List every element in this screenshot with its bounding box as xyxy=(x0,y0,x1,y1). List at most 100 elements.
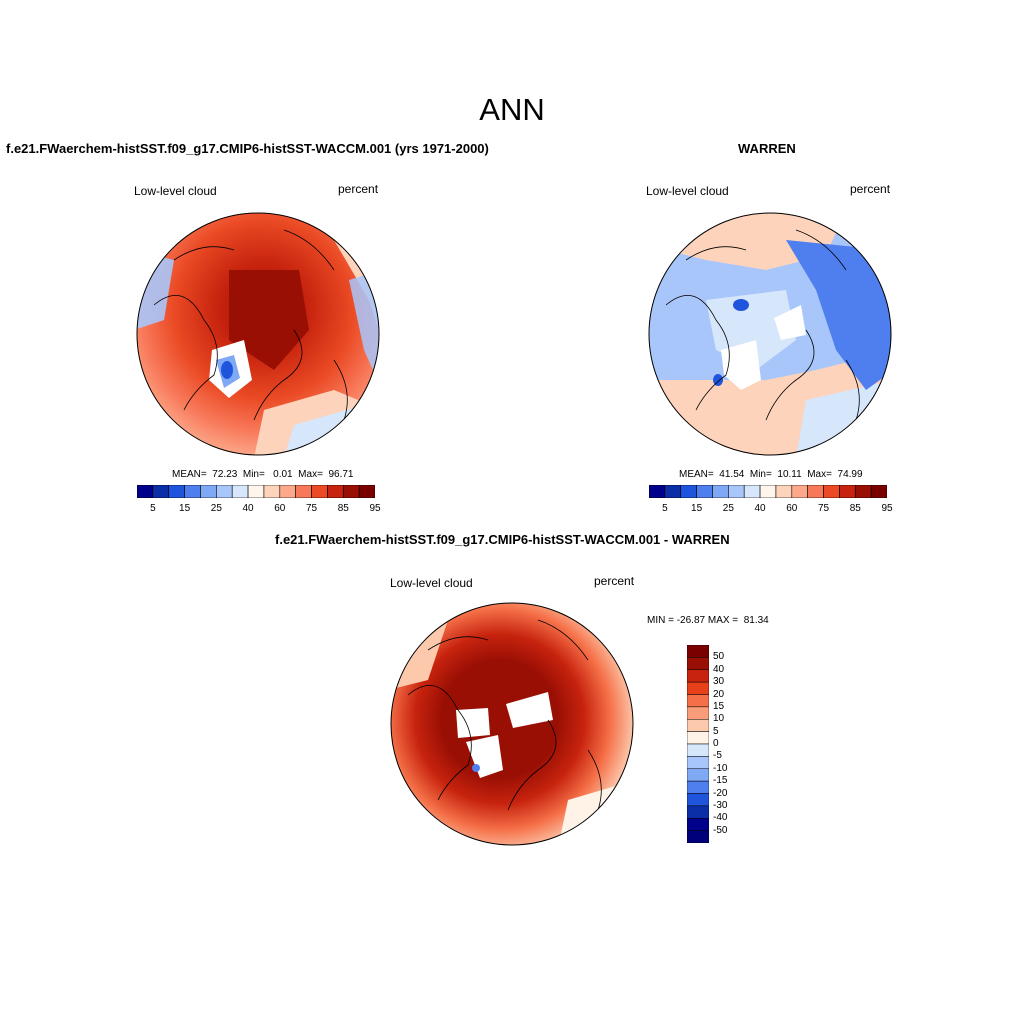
colorbar-tick-label: -40 xyxy=(713,812,728,824)
colorbar-tick-label: 75 xyxy=(817,503,830,514)
colorbar-tick-label: 60 xyxy=(786,503,798,514)
colorbar-tick-label: 25 xyxy=(722,503,734,514)
panel3-coastlines xyxy=(407,619,602,811)
colorbar-swatch xyxy=(743,485,761,498)
panel2-colorbar-ticks: 5 15 25 40 60 75 85 95 xyxy=(649,503,892,517)
panel3-pole-missing xyxy=(506,692,553,728)
panel2-pole-missing xyxy=(774,305,806,340)
colorbar-swatch xyxy=(168,485,185,498)
panel3-greenland-missing xyxy=(466,735,503,778)
colorbar-tick-label: 15 xyxy=(691,503,703,514)
colorbar-tick-label: 95 xyxy=(881,503,893,514)
colorbar-swatch xyxy=(649,485,666,498)
panel3-negative-spot xyxy=(472,764,480,772)
colorbar-swatch xyxy=(687,719,709,732)
colorbar-swatch xyxy=(279,485,296,498)
colorbar-swatch xyxy=(263,485,281,498)
colorbar-swatch xyxy=(687,743,709,757)
colorbar-tick-label: 25 xyxy=(210,503,222,514)
colorbar-swatch xyxy=(342,485,360,498)
colorbar-swatch xyxy=(687,681,709,695)
colorbar-tick-label: 15 xyxy=(179,503,191,514)
panel1-variable-label: Low-level cloud xyxy=(134,184,217,198)
colorbar-swatch xyxy=(687,645,709,658)
colorbar-swatch xyxy=(680,485,697,498)
panel1-units-label: percent xyxy=(338,182,379,196)
colorbar-swatch xyxy=(137,485,154,498)
colorbar-swatch xyxy=(216,485,233,498)
panel2-variable-label: Low-level cloud xyxy=(646,184,729,198)
colorbar-tick-label: 5 xyxy=(150,503,156,514)
colorbar-swatch xyxy=(327,485,344,498)
colorbar-swatch xyxy=(687,694,709,708)
colorbar-tick-label: 20 xyxy=(713,688,725,700)
panel1-high-cloud-core xyxy=(229,270,309,370)
panel3-missing-block xyxy=(456,708,490,738)
panel3-colorbar xyxy=(687,645,709,843)
colorbar-swatch xyxy=(687,768,709,782)
colorbar-swatch xyxy=(823,485,840,498)
main-title: ANN xyxy=(479,92,545,127)
colorbar-swatch xyxy=(759,485,777,498)
colorbar-tick-label: -10 xyxy=(713,762,728,774)
colorbar-tick-label: 60 xyxy=(274,503,286,514)
colorbar-swatch xyxy=(152,485,170,498)
panel3-stats: MIN = -26.87 MAX = 81.34 xyxy=(647,615,769,626)
panel3-negative-region xyxy=(613,785,633,830)
panel3-polar-map xyxy=(390,602,634,846)
panel3-map-border xyxy=(390,602,634,846)
colorbar-tick-label: 95 xyxy=(369,503,381,514)
colorbar-swatch xyxy=(687,805,709,819)
colorbar-swatch xyxy=(687,756,709,769)
colorbar-swatch xyxy=(696,485,713,498)
colorbar-tick-label: 10 xyxy=(713,713,725,725)
colorbar-tick-label: 50 xyxy=(713,651,725,663)
panel1-title: f.e21.FWaerchem-histSST.f09_g17.CMIP6-hi… xyxy=(6,141,489,156)
panel2-local-minimum-2 xyxy=(733,299,749,311)
colorbar-tick-label: -50 xyxy=(713,824,728,836)
colorbar-swatch xyxy=(775,485,793,498)
colorbar-swatch xyxy=(687,657,709,670)
colorbar-tick-label: 40 xyxy=(754,503,766,514)
panel1-polar-map xyxy=(136,212,380,456)
panel2-greenland-missing xyxy=(721,340,761,390)
panel2-colorbar xyxy=(649,485,887,498)
colorbar-swatch xyxy=(870,485,887,498)
colorbar-swatch xyxy=(687,706,709,720)
colorbar-tick-label: 85 xyxy=(337,503,349,514)
panel2-local-minimum xyxy=(713,374,723,386)
colorbar-swatch xyxy=(791,485,808,498)
colorbar-tick-label: 40 xyxy=(713,663,725,675)
colorbar-tick-label: 75 xyxy=(305,503,318,514)
panel1-coastlines xyxy=(153,229,348,421)
panel1-greenland-minimum xyxy=(221,361,233,379)
colorbar-tick-label: 15 xyxy=(713,700,725,712)
colorbar-swatch xyxy=(311,485,328,498)
colorbar-tick-label: -20 xyxy=(713,787,728,799)
colorbar-swatch xyxy=(687,793,709,807)
panel3-title: f.e21.FWaerchem-histSST.f09_g17.CMIP6-hi… xyxy=(275,532,730,547)
colorbar-swatch xyxy=(358,485,375,498)
colorbar-swatch xyxy=(687,818,709,831)
colorbar-swatch xyxy=(687,780,709,794)
panel1-map-border xyxy=(136,212,380,456)
panel3-units-label: percent xyxy=(594,574,635,588)
colorbar-swatch xyxy=(184,485,201,498)
colorbar-swatch xyxy=(712,485,729,498)
panel3-colorbar-ticks: 50 40 30 20 15 10 5 0 -5 -10 -15 -20 -30 -40 -50 xyxy=(713,645,753,843)
panel2-polar-map xyxy=(648,212,892,456)
panel3-variable-label: Low-level cloud xyxy=(390,576,473,590)
panel1-stats: MEAN= 72.23 Min= 0.01 Max= 96.71 xyxy=(172,469,354,480)
colorbar-swatch xyxy=(200,485,217,498)
colorbar-swatch xyxy=(728,485,745,498)
colorbar-swatch xyxy=(687,731,709,745)
panel2-title: WARREN xyxy=(738,141,796,156)
panel2-map-border xyxy=(648,212,892,456)
colorbar-swatch xyxy=(854,485,872,498)
colorbar-swatch xyxy=(839,485,856,498)
colorbar-tick-label: -15 xyxy=(713,775,728,787)
colorbar-swatch xyxy=(807,485,824,498)
colorbar-tick-label: 85 xyxy=(849,503,861,514)
panel2-coastlines xyxy=(665,229,860,421)
panel2-stats: MEAN= 41.54 Min= 10.11 Max= 74.99 xyxy=(679,469,863,480)
